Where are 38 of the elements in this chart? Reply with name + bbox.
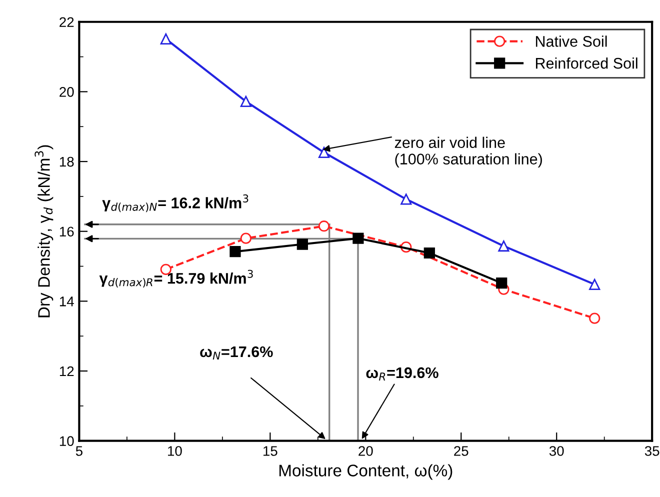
annotation: γ$_{d(max)N}$= 16.2 kN/m$^{3}$ [102,194,248,212]
annotation: ω$_{R}$=19.6% [366,367,438,380]
point [240,96,252,108]
y-tick-label: 16 [60,226,74,237]
y-axis-title: Dry Density, γ$_{d}$ (kN/m$^{3}$) [34,145,54,318]
point [498,240,510,252]
x-tick-label: 20 [358,446,373,456]
y-tick-label: 18 [60,156,74,167]
point [400,194,412,205]
point [318,220,330,232]
point [424,247,435,259]
annotation: γ$_{d(max)R}$= 15.79 kN/m$^{3}$ [99,270,253,288]
x-tick-label: 35 [644,446,660,456]
point [318,146,330,158]
y-tick-label: 22 [60,17,74,27]
x-tick-label: 30 [549,446,564,456]
point [296,238,308,250]
x-axis-title: Moisture Content, ω(%) [279,464,452,480]
point [160,33,172,45]
annotation: ω$_{N}$=17.6% [200,346,273,360]
point [230,246,241,258]
point [496,277,508,289]
point [240,232,252,244]
point [160,264,172,275]
point [589,278,600,290]
point [589,312,600,324]
y-tick-label: 14 [60,296,74,306]
annotation: zero air void line (100% saturation line) [394,136,542,168]
y-tick-label: 12 [60,366,74,376]
x-tick-label: 10 [168,446,182,456]
y-tick-label: 10 [60,436,74,446]
legend-label: Native Soil [536,36,607,47]
point [352,232,364,244]
legend-label: Reinforced Soil [536,58,638,69]
x-tick-label: 25 [454,446,468,456]
x-tick-label: 15 [263,446,278,456]
x-tick-label: 5 [76,446,82,456]
y-tick-label: 20 [60,87,74,97]
